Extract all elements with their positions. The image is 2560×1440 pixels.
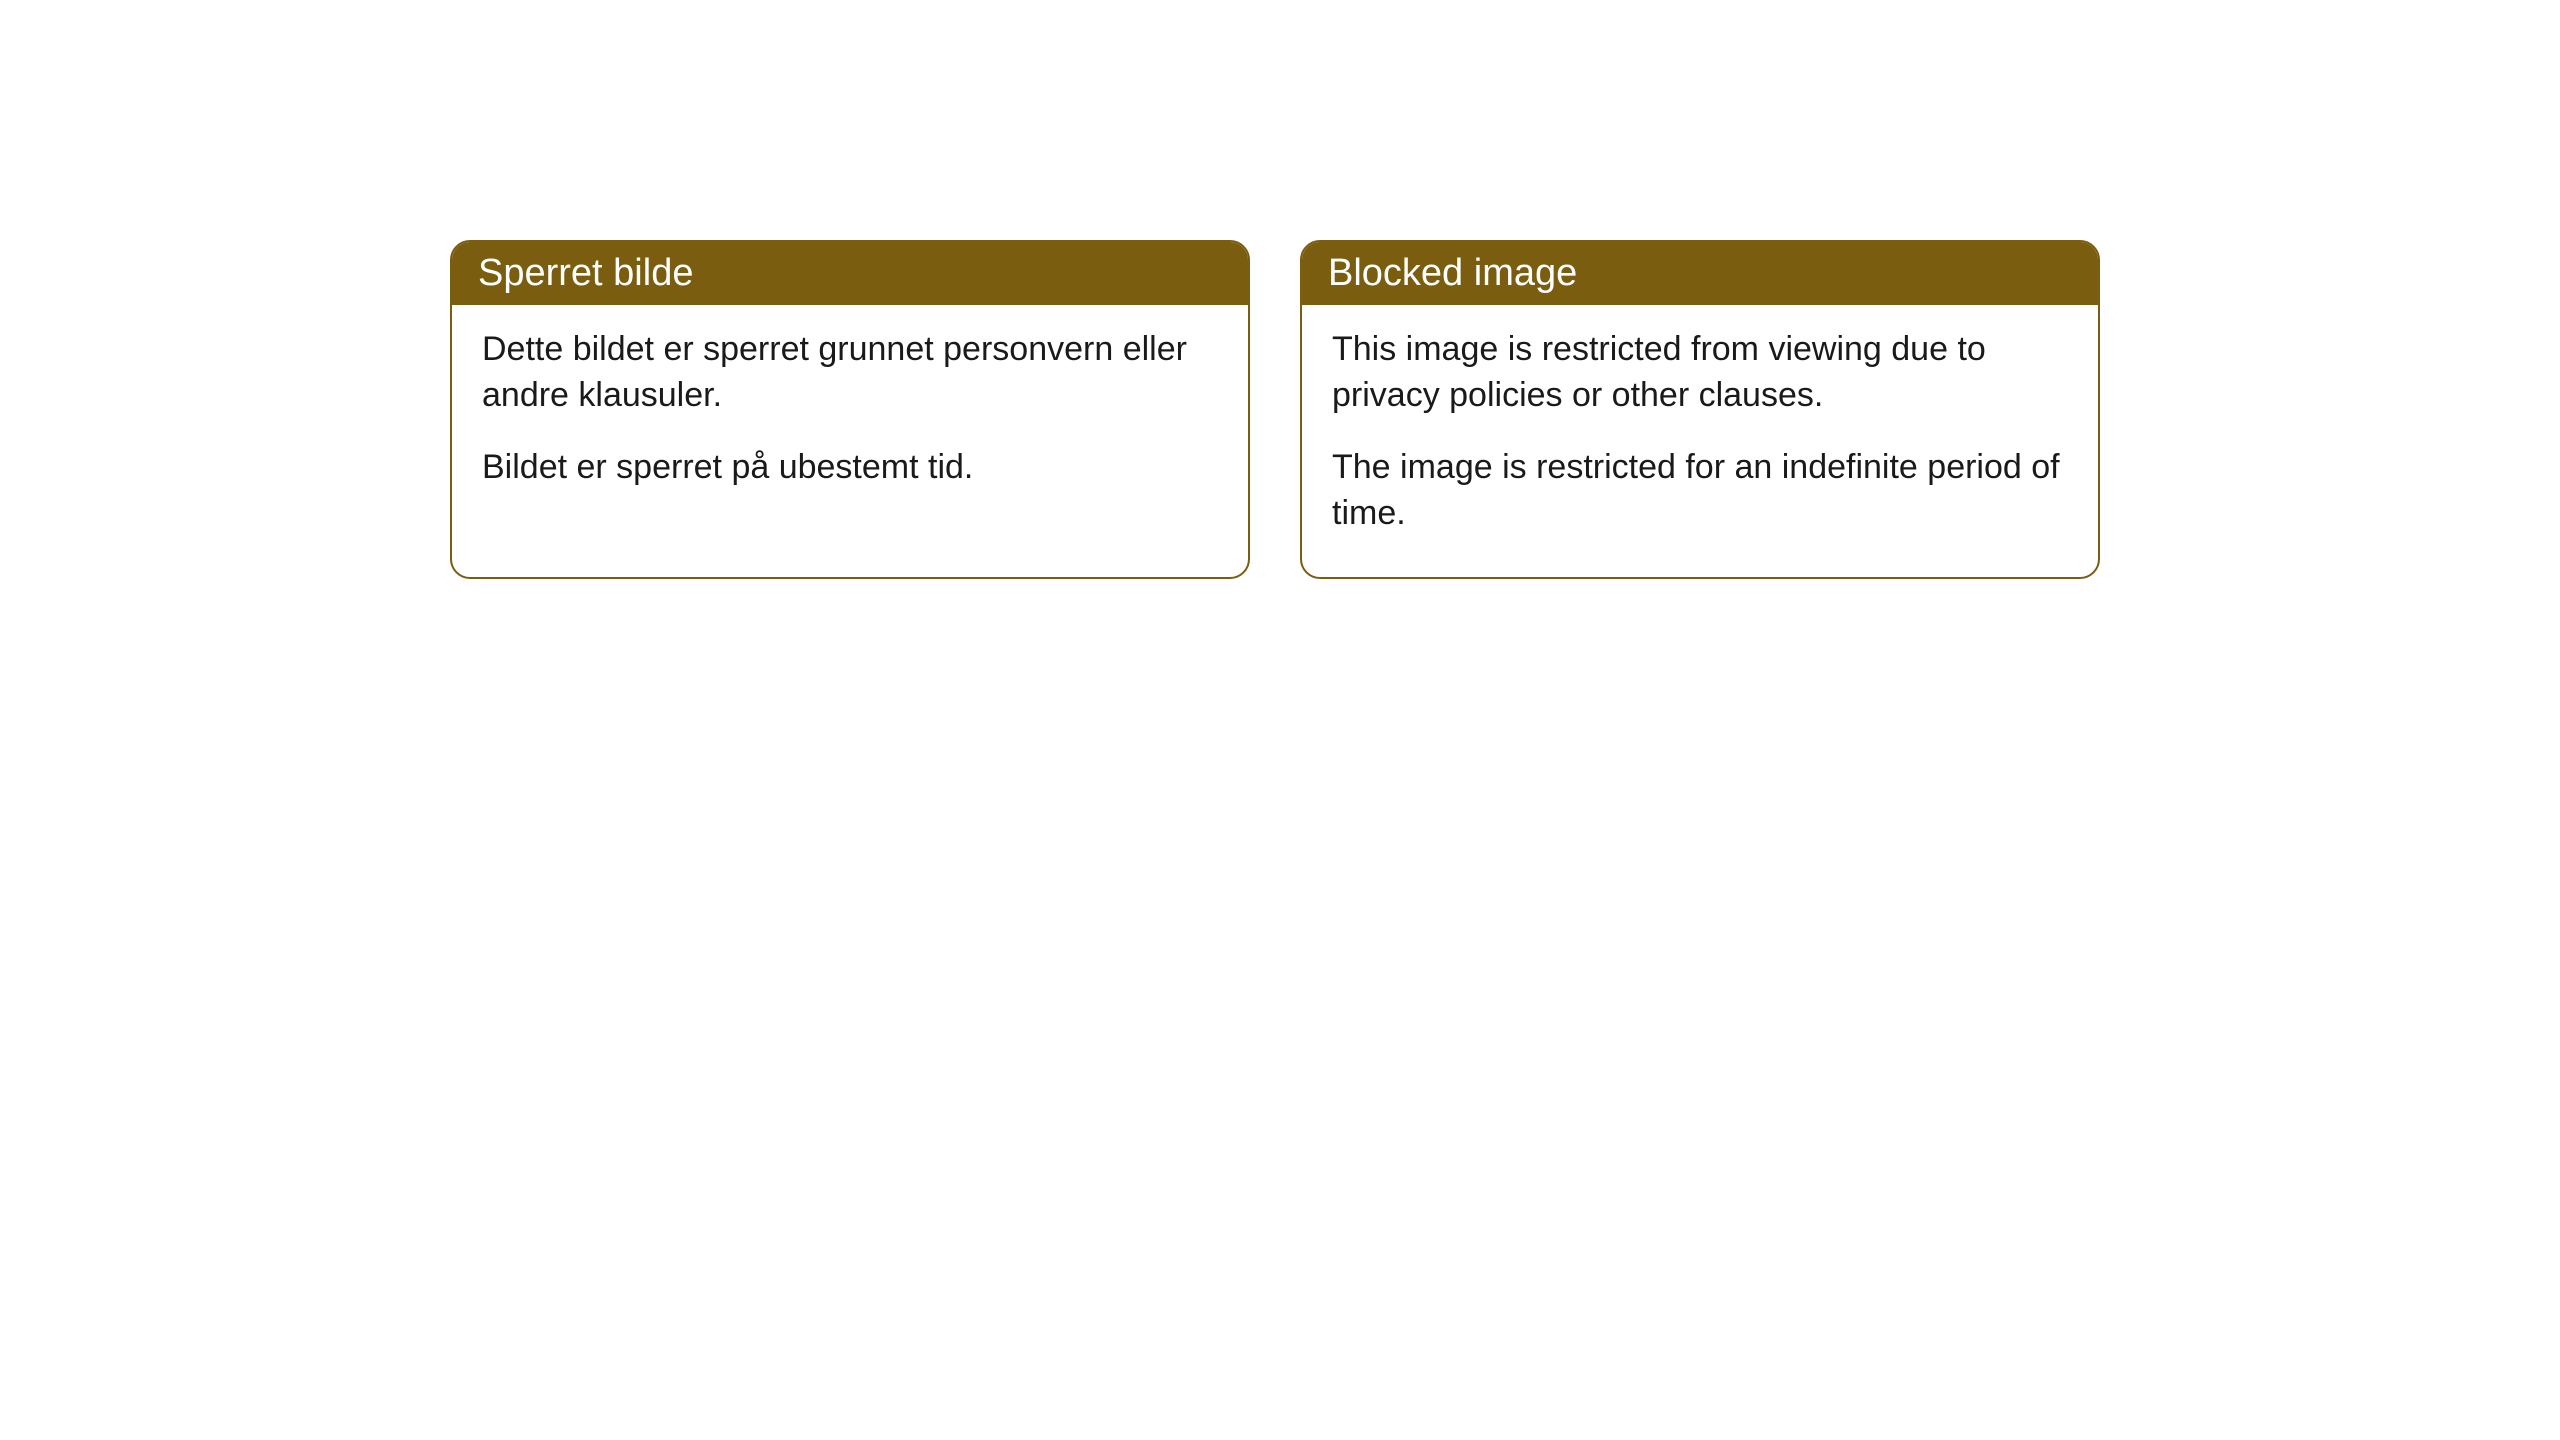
notice-card-norwegian: Sperret bilde Dette bildet er sperret gr…	[450, 240, 1250, 579]
card-header: Sperret bilde	[452, 242, 1248, 305]
notice-text-2: The image is restricted for an indefinit…	[1332, 445, 2068, 537]
notice-text-1: Dette bildet er sperret grunnet personve…	[482, 327, 1218, 419]
card-header: Blocked image	[1302, 242, 2098, 305]
notice-container: Sperret bilde Dette bildet er sperret gr…	[450, 240, 2100, 579]
notice-card-english: Blocked image This image is restricted f…	[1300, 240, 2100, 579]
card-body: This image is restricted from viewing du…	[1302, 305, 2098, 577]
card-body: Dette bildet er sperret grunnet personve…	[452, 305, 1248, 531]
notice-text-1: This image is restricted from viewing du…	[1332, 327, 2068, 419]
notice-text-2: Bildet er sperret på ubestemt tid.	[482, 445, 1218, 491]
